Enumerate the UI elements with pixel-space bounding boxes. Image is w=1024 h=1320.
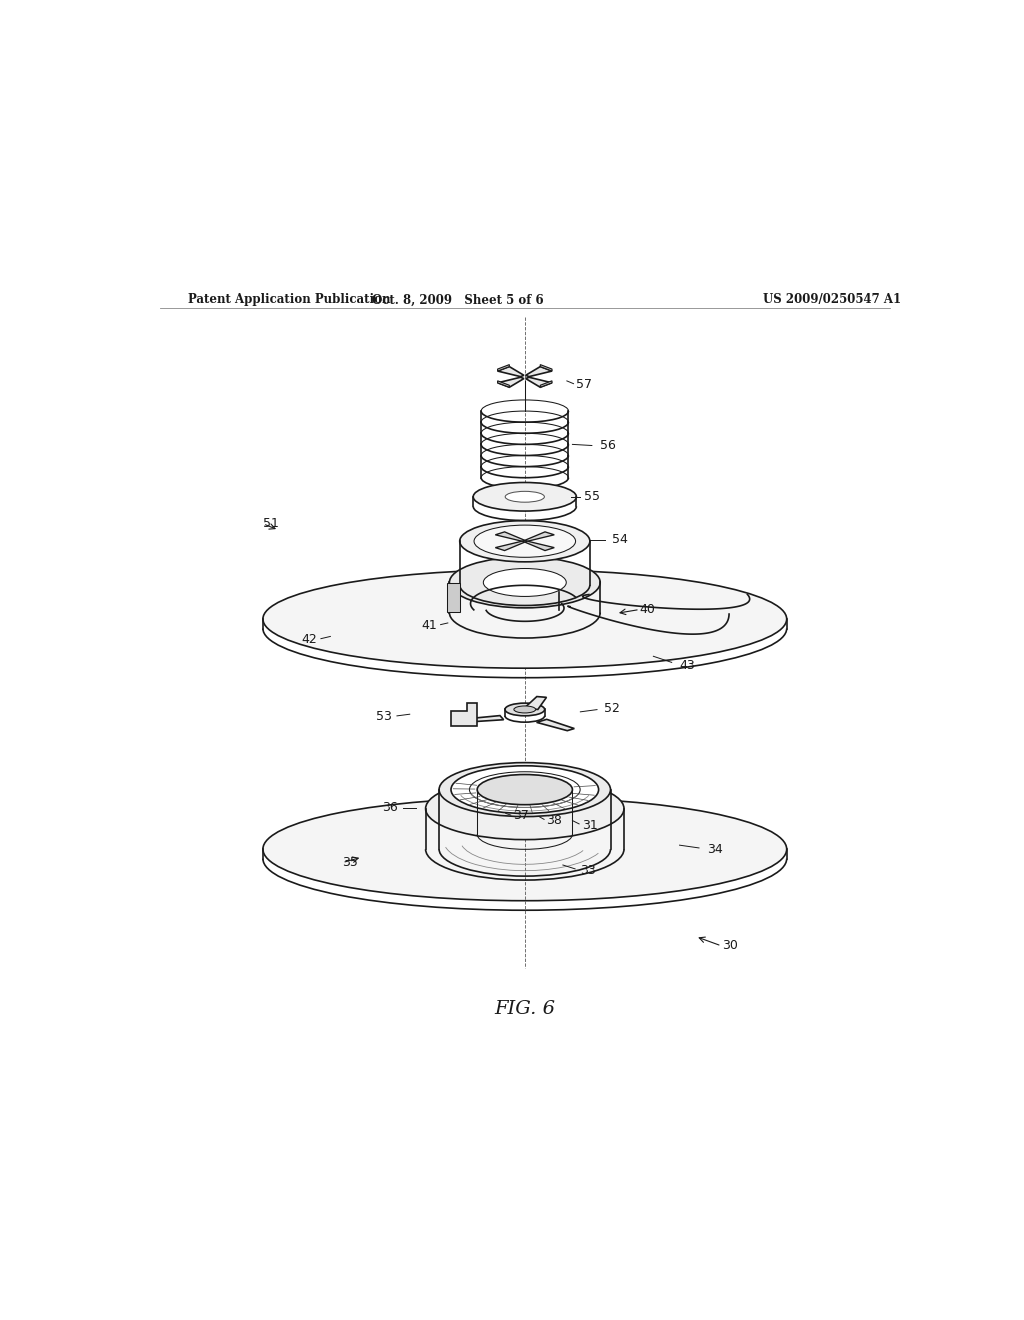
Ellipse shape <box>451 766 599 813</box>
Polygon shape <box>541 381 552 387</box>
Polygon shape <box>446 583 460 612</box>
Text: 53: 53 <box>376 710 391 723</box>
Ellipse shape <box>460 520 590 562</box>
Text: 56: 56 <box>600 440 616 453</box>
Polygon shape <box>451 704 477 726</box>
Ellipse shape <box>263 797 786 900</box>
Text: 57: 57 <box>577 379 592 391</box>
Text: FIG. 6: FIG. 6 <box>495 1001 555 1019</box>
Polygon shape <box>525 367 552 376</box>
Text: 54: 54 <box>612 533 628 546</box>
Polygon shape <box>524 532 554 541</box>
Text: Oct. 8, 2009   Sheet 5 of 6: Oct. 8, 2009 Sheet 5 of 6 <box>372 293 543 306</box>
Text: 30: 30 <box>722 940 737 953</box>
Polygon shape <box>461 715 504 722</box>
Polygon shape <box>496 532 525 541</box>
Polygon shape <box>524 697 547 709</box>
Ellipse shape <box>473 483 577 511</box>
Ellipse shape <box>474 525 575 557</box>
Polygon shape <box>537 719 574 731</box>
Ellipse shape <box>505 704 545 715</box>
Polygon shape <box>525 378 552 387</box>
Text: Patent Application Publication: Patent Application Publication <box>187 293 390 306</box>
Polygon shape <box>524 541 554 550</box>
Ellipse shape <box>426 777 624 840</box>
Text: 51: 51 <box>263 517 279 531</box>
Ellipse shape <box>477 775 572 805</box>
Text: 52: 52 <box>604 702 621 715</box>
Text: US 2009/0250547 A1: US 2009/0250547 A1 <box>763 293 901 306</box>
Text: 31: 31 <box>582 818 598 832</box>
Ellipse shape <box>514 706 536 713</box>
Text: 38: 38 <box>546 814 562 828</box>
Polygon shape <box>498 367 524 376</box>
Ellipse shape <box>450 557 600 609</box>
Polygon shape <box>498 381 509 387</box>
Text: 35: 35 <box>342 857 358 869</box>
Text: 42: 42 <box>301 634 316 645</box>
Polygon shape <box>498 364 509 371</box>
Text: 37: 37 <box>513 809 528 822</box>
Polygon shape <box>496 541 525 550</box>
Text: 55: 55 <box>585 490 600 503</box>
Ellipse shape <box>439 763 610 817</box>
Text: 40: 40 <box>640 603 655 616</box>
Text: 34: 34 <box>708 842 723 855</box>
Ellipse shape <box>469 772 581 808</box>
Text: 36: 36 <box>382 801 397 814</box>
Text: 33: 33 <box>581 865 596 876</box>
Text: 41: 41 <box>422 619 437 632</box>
Text: 43: 43 <box>680 659 695 672</box>
Ellipse shape <box>505 491 545 502</box>
Ellipse shape <box>263 570 786 668</box>
Polygon shape <box>498 378 524 387</box>
Ellipse shape <box>483 569 566 597</box>
Polygon shape <box>541 364 552 371</box>
